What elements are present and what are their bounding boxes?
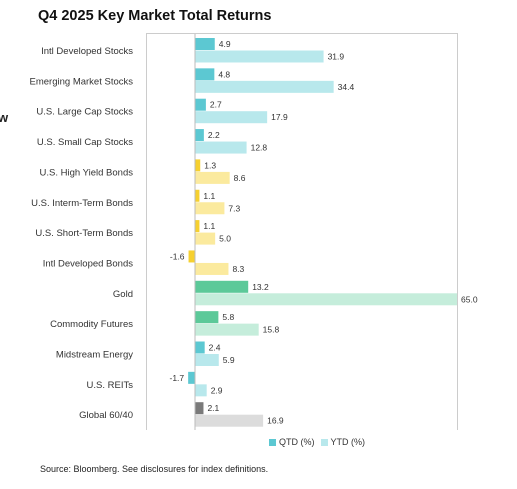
category-label: Intl Developed Bonds [43,258,134,269]
bar-qtd [195,68,215,81]
category-label: U.S. REITs [87,380,134,391]
data-label: 1.1 [203,191,215,201]
bar-chart: Intl Developed Stocks 4.9 31.9 Emerging Mar… [30,33,478,430]
plot-frame [146,33,458,430]
bar-ytd [195,111,268,124]
data-label: 2.9 [211,385,223,395]
legend-swatch-ytd [320,438,328,446]
category-label: U.S. Interm-Term Bonds [31,198,133,209]
bar-qtd [195,311,219,324]
bar-qtd [195,280,249,293]
category-label: U.S. Small Cap Stocks [37,137,133,148]
bar-ytd [195,202,225,215]
data-label: 31.9 [328,52,345,62]
category-label: Intl Developed Stocks [41,46,133,57]
category-label: Commodity Futures [50,319,133,330]
data-label: 1.1 [203,221,215,231]
legend-label-qtd: QTD (%) [279,437,315,447]
data-label: 5.9 [223,355,235,365]
bar-ytd [195,80,334,93]
chart-title: Q4 2025 Key Market Total Returns [38,8,272,24]
data-label: 65.0 [461,294,478,304]
legend-item-ytd: YTD (%) [320,437,366,447]
data-label: 1.3 [204,160,216,170]
data-label: 16.9 [267,416,284,426]
data-label: 4.9 [219,39,231,49]
bar-qtd [188,250,195,263]
category-label: U.S. High Yield Bonds [40,167,134,178]
bar-ytd [195,354,219,366]
bar-qtd [195,98,206,111]
category-label: U.S. Short-Term Bonds [35,228,133,239]
bar-qtd [195,402,204,415]
bar-qtd [195,159,201,172]
category-label: Global 60/40 [79,410,133,421]
cropped-text-fragment: w [0,110,9,125]
bar-ytd [195,262,229,275]
bar-qtd [195,129,204,142]
bar-ytd [195,171,230,184]
data-label: 4.8 [218,69,230,79]
bar-qtd [195,341,205,354]
data-label: 13.2 [252,282,269,292]
data-label: 17.9 [271,112,288,122]
bar-qtd [195,220,200,233]
bar-ytd [195,232,216,245]
category-label: Midstream Energy [56,350,133,361]
data-label: 8.6 [234,173,246,183]
data-label: 5.8 [222,312,234,322]
data-label: 2.4 [209,343,221,353]
bar-ytd [195,323,259,336]
data-label: 2.2 [208,130,220,140]
data-label: -1.7 [169,373,184,383]
bar-qtd [195,38,215,50]
data-label: 34.4 [338,82,355,92]
legend-swatch-qtd [269,438,276,446]
bar-ytd [195,50,324,63]
data-label: 12.8 [251,143,268,153]
data-label: 2.1 [207,403,219,413]
bar-ytd [195,384,207,397]
bar-qtd [188,371,195,384]
legend: QTD (%) YTD (%) [269,437,371,447]
bar-ytd [195,141,247,154]
category-label: Gold [113,289,133,300]
data-label: 15.8 [263,325,280,335]
category-label: U.S. Large Cap Stocks [36,107,133,118]
data-label: 2.7 [210,100,222,110]
source-note: Source: Bloomberg. See disclosures for i… [40,464,269,474]
bar-ytd [195,293,457,306]
data-label: 7.3 [228,203,240,213]
bar-qtd [195,189,200,202]
legend-label-ytd: YTD (%) [330,437,366,447]
data-label: -1.6 [170,251,185,261]
bars-layer: Intl Developed Stocks 4.9 31.9 Emerging Mar… [30,38,478,427]
bar-ytd [195,414,264,427]
data-label: 5.0 [219,234,231,244]
data-label: 8.3 [232,264,244,274]
legend-item-qtd: QTD (%) [269,437,315,447]
category-label: Emerging Market Stocks [30,76,134,87]
